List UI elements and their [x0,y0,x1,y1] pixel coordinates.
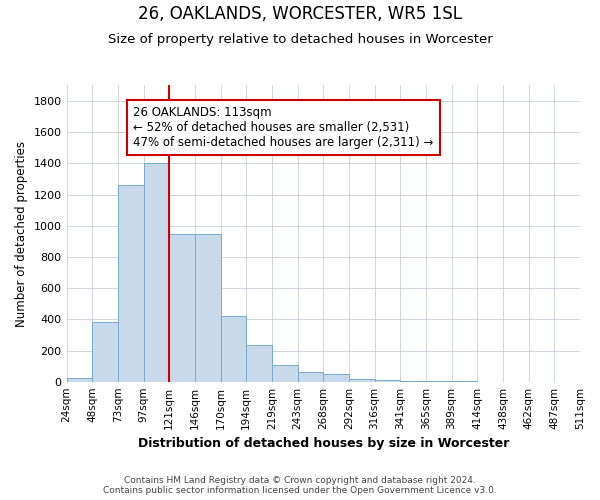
Bar [272,364,298,382]
Bar [143,164,169,382]
Bar [298,372,323,382]
Bar [92,322,118,382]
Bar [246,345,272,382]
Bar [349,380,374,382]
Bar [195,234,221,382]
Y-axis label: Number of detached properties: Number of detached properties [15,140,28,326]
Bar [400,381,426,382]
Text: Contains HM Land Registry data © Crown copyright and database right 2024.
Contai: Contains HM Land Registry data © Crown c… [103,476,497,495]
Bar [169,234,195,382]
Text: 26 OAKLANDS: 113sqm
← 52% of detached houses are smaller (2,531)
47% of semi-det: 26 OAKLANDS: 113sqm ← 52% of detached ho… [133,106,434,149]
Bar [221,316,246,382]
X-axis label: Distribution of detached houses by size in Worcester: Distribution of detached houses by size … [137,437,509,450]
Bar [374,380,400,382]
Bar [323,374,349,382]
Text: Size of property relative to detached houses in Worcester: Size of property relative to detached ho… [107,32,493,46]
Bar [118,186,143,382]
Text: 26, OAKLANDS, WORCESTER, WR5 1SL: 26, OAKLANDS, WORCESTER, WR5 1SL [138,5,462,23]
Bar [67,378,92,382]
